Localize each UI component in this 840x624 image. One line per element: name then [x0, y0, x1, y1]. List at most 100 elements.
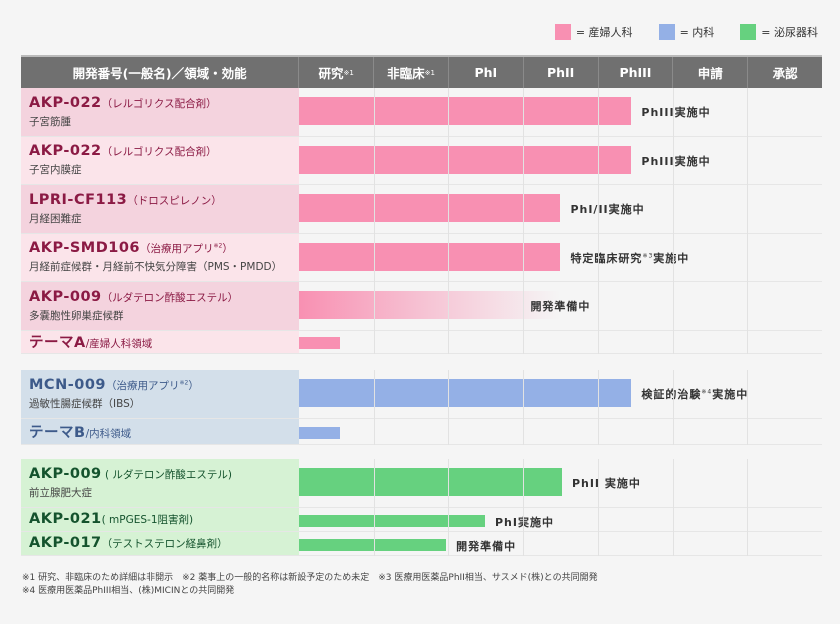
generic-name: （レルゴリクス配合剤） [102, 98, 217, 110]
grid-line [672, 459, 674, 556]
product-code: AKP-SMD106 [29, 240, 141, 257]
pipeline-row: LPRI-CF113（ドロスピレノン） 月経困難症 PhI/II実施中 [21, 185, 822, 234]
grid-line [747, 459, 749, 556]
status-label: 開発準備中 [456, 538, 516, 554]
status-note: ※4 [701, 388, 713, 396]
status-text: 開発準備中 [456, 539, 517, 553]
header-ph1: PhI [447, 57, 523, 88]
generic-name-text: ( mPGES-1阻害剤) [101, 514, 194, 526]
generic-name: （テストステロン経鼻剤） [102, 538, 228, 550]
legend-swatch [554, 24, 571, 40]
pipeline-row: MCN-009（治療用アプリ※2） 過敏性腸症候群（IBS） 検証的治験※4実施中 [21, 370, 822, 419]
pipeline-row: テーマA/産婦人科領域 [21, 330, 822, 354]
progress-bar [299, 468, 562, 496]
generic-name-text: （ドロスピレノン） [127, 194, 222, 207]
row-label: AKP-022（レルゴリクス配合剤） 子宮内膜症 [21, 136, 299, 184]
progress-bar [299, 242, 561, 271]
product-code: テーマA [29, 335, 86, 351]
footnotes: ※1 研究、非臨床のため詳細は非開示 ※2 薬事上の一般的名称は新設予定のため未… [22, 572, 598, 598]
generic-note: ※2 [213, 242, 223, 250]
pipeline-row: AKP-017（テストステロン経鼻剤） 開発準備中 [21, 531, 822, 556]
pipeline-row: テーマB/内科領域 [21, 418, 822, 445]
generic-name-text: /内科領域 [85, 427, 132, 440]
header-label: 開発番号(一般名)／領域・効能 [72, 66, 247, 81]
progress-bar [299, 426, 341, 439]
grid-line [597, 88, 599, 354]
header-note: ※1 [343, 68, 354, 77]
indication: 月経困難症 [29, 212, 82, 225]
row-label: AKP-017（テストステロン経鼻剤） [21, 531, 299, 555]
generic-close: ） [222, 243, 233, 256]
header-approval: 承認 [747, 57, 822, 88]
product-code: AKP-022 [29, 143, 102, 160]
grid-line [523, 459, 525, 556]
product-code-line: テーマA/産婦人科領域 [29, 331, 291, 352]
product-code-line: AKP-022（レルゴリクス配合剤） [29, 143, 291, 159]
legend-swatch [658, 24, 675, 40]
status-text: 特定臨床研究 [570, 251, 643, 265]
row-label: LPRI-CF113（ドロスピレノン） 月経困難症 [21, 185, 299, 233]
legend-label: = 泌尿器科 [761, 26, 818, 39]
generic-name: （ドロスピレノン） [127, 195, 222, 207]
generic-name-text: （ルダテロン酢酸エステル） [101, 291, 239, 304]
header-research: 研究 ※1 [298, 57, 373, 88]
progress-bar [299, 97, 632, 125]
indication: 過敏性腸症候群（IBS） [29, 397, 141, 410]
status-text: PhIII実施中 [641, 106, 711, 119]
header-label: PhIII [619, 65, 652, 80]
status-text: PhI/II実施中 [570, 203, 645, 216]
status-note: ※3 [642, 251, 654, 259]
product-code-line: テーマB/内科領域 [29, 421, 291, 442]
status-text: 開発準備中 [530, 300, 591, 313]
legend: = 産婦人科 = 内科 = 泌尿器科 [554, 24, 818, 40]
generic-name: （レルゴリクス配合剤） [102, 146, 217, 158]
product-code-line: AKP-009 ( ルダテロン酢酸エステル) [29, 466, 291, 482]
generic-name: （治療用アプリ※2） [106, 379, 199, 392]
status-suffix: 実施中 [712, 388, 749, 401]
product-code: LPRI-CF113 [29, 191, 128, 208]
generic-note: ※2 [179, 379, 189, 387]
product-code-line: AKP-017（テストステロン経鼻剤） [29, 535, 291, 551]
generic-name-text: （治療用アプリ [106, 379, 180, 392]
legend-label: = 産婦人科 [575, 26, 633, 39]
pipeline-row: AKP-021( mPGES-1阻害剤) PhI実施中 [21, 507, 822, 532]
generic-name: （ルダテロン酢酸エステル） [102, 292, 239, 304]
indication: 子宮筋腫 [29, 115, 71, 128]
generic-name: /内科領域 [86, 428, 132, 440]
grid-line [373, 459, 375, 556]
product-code-line: AKP-SMD106（治療用アプリ※2） [29, 240, 291, 256]
generic-name-text: （治療用アプリ [140, 243, 214, 256]
generic-name: ( ルダテロン酢酸エステル) [102, 469, 232, 481]
header-label: 承認 [772, 66, 798, 81]
grid-line [373, 88, 375, 354]
product-code-line: MCN-009（治療用アプリ※2） [29, 377, 291, 393]
row-label: テーマA/産婦人科領域 [21, 330, 299, 353]
product-code: AKP-021 [29, 511, 102, 527]
grid-line [373, 370, 375, 445]
grid-line [448, 370, 450, 445]
progress-bar [299, 194, 561, 222]
status-label: 検証的治験※4実施中 [641, 386, 748, 402]
progress-bar [299, 145, 632, 174]
generic-name-text: ( ルダテロン酢酸エステル) [101, 468, 232, 481]
header-name: 開発番号(一般名)／領域・効能 [21, 57, 298, 88]
header-label: PhI [474, 65, 498, 80]
status-text: PhI実施中 [495, 515, 554, 529]
status-label: PhIII実施中 [641, 153, 710, 169]
grid-line [448, 459, 450, 556]
table-header: 開発番号(一般名)／領域・効能 研究 ※1 非臨床 ※1 PhI PhII PhII… [21, 55, 822, 88]
generic-name-text: （テストステロン経鼻剤） [101, 538, 228, 550]
status-label: PhIII実施中 [641, 104, 710, 120]
row-label: テーマB/内科領域 [21, 418, 299, 444]
pipeline-row: AKP-SMD106（治療用アプリ※2） 月経前症候群・月経前不快気分障害（PMS… [21, 233, 822, 282]
status-text: PhIII実施中 [641, 154, 711, 168]
grid-line [597, 459, 599, 556]
indication: 多嚢胞性卵巣症候群 [29, 309, 124, 322]
progress-bar [299, 538, 447, 551]
product-code: AKP-022 [29, 94, 102, 111]
generic-close: ） [188, 379, 199, 392]
legend-item-urology: = 泌尿器科 [740, 24, 818, 40]
status-label: PhI/II実施中 [570, 201, 644, 217]
progress-bar [299, 514, 485, 527]
header-label: 非臨床 [387, 66, 425, 81]
